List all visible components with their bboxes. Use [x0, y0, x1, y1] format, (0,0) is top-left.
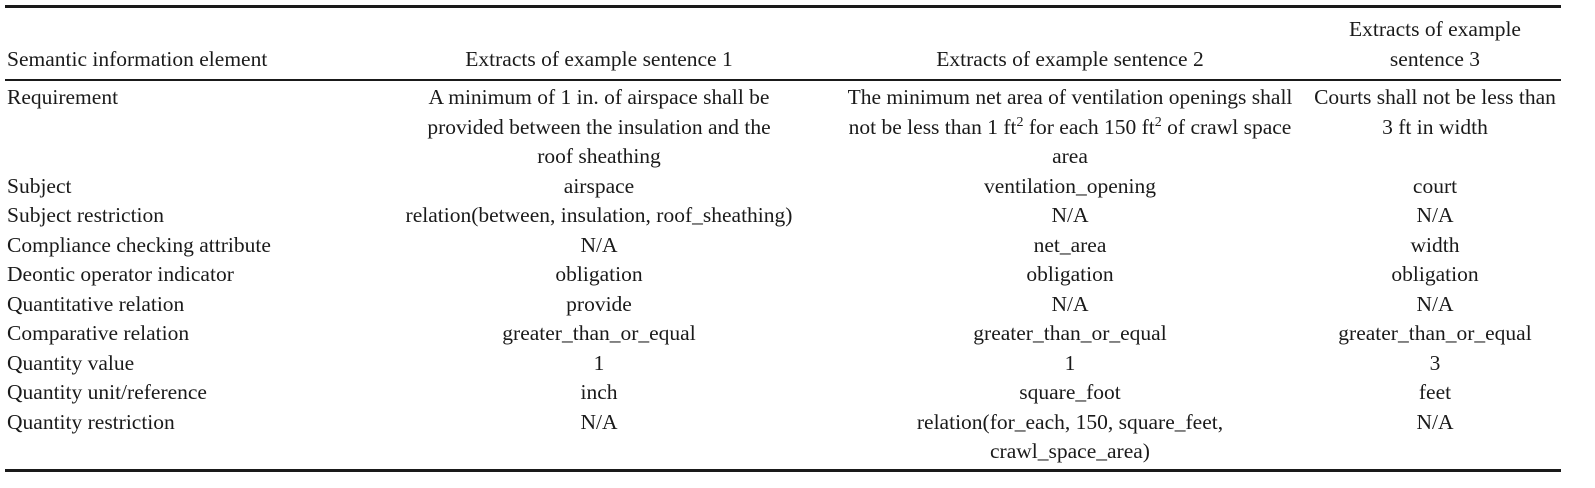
cell-sentence-2: 1 — [1064, 350, 1076, 375]
table-row: Subject restriction relation(between, in… — [5, 201, 1561, 231]
cell-sentence-1: N/A — [580, 409, 618, 434]
cell-sentence-2: obligation — [1026, 262, 1114, 286]
row-label: Requirement — [7, 85, 119, 109]
cell-sentence-3: feet — [1418, 380, 1452, 404]
cell-sentence-3: N/A — [1416, 203, 1454, 227]
cell-sentence-3: obligation — [1391, 262, 1479, 286]
table-row: Compliance checking attribute N/A net_ar… — [5, 231, 1561, 261]
cell-sentence-3: N/A — [1416, 291, 1454, 316]
header-sentence-1: Extracts of example sentence 1 — [465, 46, 733, 71]
cell-sentence-3: N/A — [1416, 409, 1454, 434]
row-label: Subject — [7, 173, 72, 198]
table-row: Quantitative relation provide N/A N/A — [5, 290, 1561, 320]
header-sentence-3: Extracts of example sentence 3 — [1349, 17, 1521, 71]
header-sentence-2: Extracts of example sentence 2 — [936, 46, 1204, 71]
cell-sentence-1: inch — [580, 380, 618, 404]
header-row: Semantic information element Extracts of… — [5, 8, 1561, 79]
table-row: Comparative relation greater_than_or_equ… — [5, 319, 1561, 349]
cell-sentence-3: greater_than_or_equal — [1338, 321, 1532, 345]
cell-text: of crawl space area — [1052, 114, 1292, 169]
table-row: Deontic operator indicator obligation ob… — [5, 260, 1561, 290]
table-row: Quantity value 1 1 3 — [5, 349, 1561, 379]
cell-sentence-2: square_foot — [1019, 380, 1121, 404]
row-label: Quantity value — [7, 350, 135, 375]
cell-sentence-2: N/A — [1051, 291, 1089, 316]
cell-line: crawl_space_area) — [990, 439, 1150, 463]
semantic-elements-table: Semantic information element Extracts of… — [5, 8, 1561, 469]
cell-sentence-1: relation(between, insulation, roof_sheat… — [405, 203, 793, 227]
table-top-rule — [5, 5, 1561, 8]
cell-sentence-3: court — [1412, 173, 1458, 198]
row-label: Quantitative relation — [7, 291, 185, 316]
cell-sentence-2: The minimum net area of ventilation open… — [831, 81, 1309, 172]
table-row: Quantity restriction N/A relation(for_ea… — [5, 408, 1561, 469]
table-header-rule — [5, 79, 1561, 81]
row-label: Deontic operator indicator — [7, 262, 234, 286]
cell-sentence-3: width — [1410, 232, 1460, 257]
row-label: Compliance checking attribute — [7, 232, 271, 257]
superscript: 2 — [1016, 114, 1024, 130]
cell-sentence-1: A minimum of 1 in. of airspace shall be … — [427, 85, 771, 168]
superscript: 2 — [1154, 114, 1162, 130]
table-row: Quantity unit/reference inch square_foot… — [5, 378, 1561, 408]
cell-sentence-1: 1 — [593, 350, 605, 375]
cell-sentence-1: obligation — [555, 262, 643, 286]
semantic-elements-table-container: Semantic information element Extracts of… — [5, 5, 1561, 472]
cell-sentence-3: Courts shall not be less than 3 ft in wi… — [1314, 85, 1556, 139]
cell-sentence-1: provide — [566, 291, 632, 316]
cell-sentence-2: relation(for_each, 150, square_feet,craw… — [831, 408, 1309, 469]
row-label: Quantity unit/reference — [7, 380, 207, 404]
row-label: Subject restriction — [7, 203, 165, 227]
table-header: Semantic information element Extracts of… — [5, 8, 1561, 81]
cell-sentence-1: airspace — [563, 173, 635, 198]
cell-line: relation(for_each, 150, square_feet, — [916, 409, 1224, 434]
cell-sentence-2: greater_than_or_equal — [973, 321, 1167, 345]
cell-sentence-1: N/A — [580, 232, 618, 257]
cell-text: for each 150 ft — [1023, 114, 1155, 139]
cell-text: The minimum net area of ventilation open… — [847, 85, 1293, 139]
table-row: Requirement A minimum of 1 in. of airspa… — [5, 81, 1561, 172]
cell-sentence-2: N/A — [1051, 203, 1089, 227]
cell-sentence-2: ventilation_opening — [984, 173, 1156, 198]
header-semantic-element: Semantic information element — [7, 46, 268, 71]
table-body: Requirement A minimum of 1 in. of airspa… — [5, 81, 1561, 469]
cell-sentence-2: net_area — [1033, 232, 1107, 257]
cell-sentence-1: greater_than_or_equal — [502, 321, 696, 345]
row-label: Quantity restriction — [7, 409, 175, 434]
table-bottom-rule — [5, 468, 1561, 472]
row-label: Comparative relation — [7, 321, 190, 345]
cell-sentence-3: 3 — [1429, 350, 1441, 375]
table-row: Subject airspace ventilation_opening cou… — [5, 172, 1561, 202]
